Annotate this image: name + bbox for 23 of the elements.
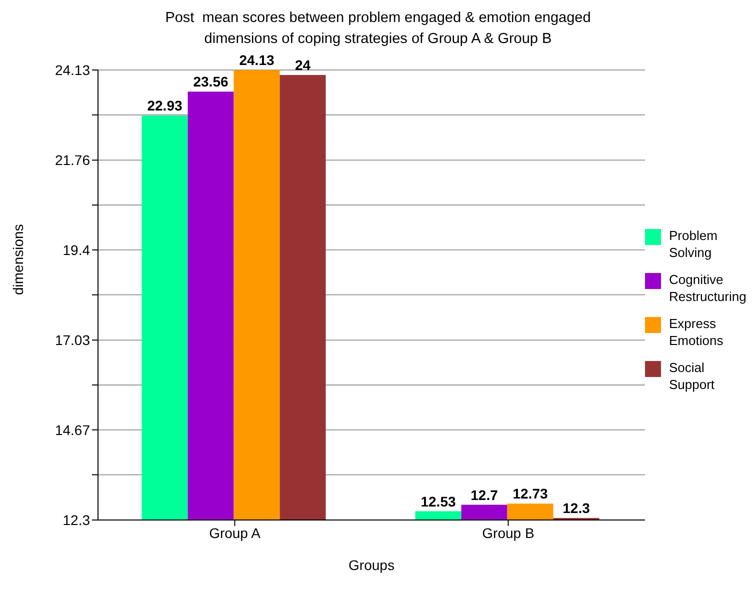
legend-label: Cognitive Restructuring (669, 271, 746, 305)
y-tick-label: 12.3 (62, 512, 90, 528)
data-label: 24.13 (239, 52, 274, 68)
x-axis-title: Groups (348, 557, 394, 573)
data-label: 23.56 (193, 74, 228, 90)
data-label: 12.73 (512, 486, 548, 502)
legend-label: Problem Solving (669, 227, 718, 261)
y-tick-label: 14.67 (54, 422, 90, 438)
y-axis-title: dimensions (10, 224, 26, 295)
y-tick-label: 17.03 (54, 332, 90, 348)
y-tick-label: 21.76 (54, 152, 90, 168)
legend-label: Social Support (669, 359, 716, 393)
x-tick-label: Group B (482, 524, 534, 541)
y-tick-label: 19.4 (62, 242, 90, 258)
y-tick-label: 24.13 (54, 62, 90, 78)
data-label: 12.3 (562, 500, 590, 516)
data-label: 22.93 (147, 98, 182, 114)
data-label: 12.53 (420, 493, 456, 510)
chart-title: Post mean scores between problem engaged & emotion engaged dimensions of coping strategies of Group A & Group B (164, 9, 592, 49)
legend-label: Express Emotions (669, 315, 724, 349)
data-label: 12.7 (470, 486, 498, 503)
x-tick-label: Group A (209, 524, 262, 541)
data-label: 24 (294, 56, 311, 73)
